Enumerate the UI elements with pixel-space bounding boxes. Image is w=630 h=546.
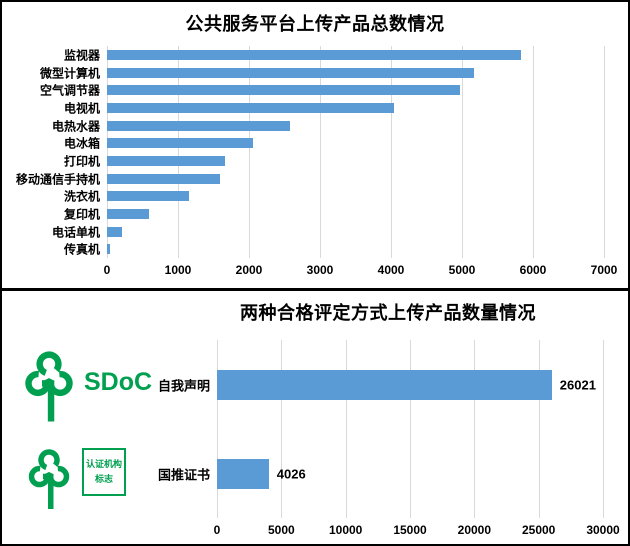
bar <box>107 173 220 184</box>
bar <box>107 138 254 149</box>
bar <box>107 155 225 166</box>
chart-title-assessment-methods: 两种合格评定方式上传产品数量情况 <box>240 303 536 323</box>
x-axis-tick-label: 0 <box>103 263 111 277</box>
gridline <box>107 46 108 258</box>
x-axis-tick-label: 5000 <box>267 523 295 537</box>
x-axis-tick-label: 0 <box>213 523 221 537</box>
bar <box>217 458 269 489</box>
gridline <box>249 46 250 258</box>
x-axis-tick-label: 7000 <box>590 263 618 277</box>
category-label: 传真机 <box>63 242 100 257</box>
category-label: 国推证书 <box>157 467 210 482</box>
bar <box>107 67 475 78</box>
bar <box>107 85 460 96</box>
chart-title-total-uploads: 公共服务平台上传产品总数情况 <box>185 14 445 34</box>
category-label: 空气调节器 <box>39 83 100 98</box>
gridline <box>533 46 534 258</box>
bar <box>107 244 110 255</box>
x-axis-tick-label: 25000 <box>521 523 556 537</box>
bar <box>107 102 394 113</box>
bar <box>107 208 149 219</box>
x-axis-tick-label: 6000 <box>519 263 547 277</box>
certification-body-mark-box: 认证机构 标志 <box>82 448 126 496</box>
gridline <box>217 340 218 518</box>
green-product-mark-icon <box>26 448 72 512</box>
panel-assessment-methods-chart: 两种合格评定方式上传产品数量情况 SDoC 认证机构 标志 0 5000 10000… <box>2 291 628 544</box>
bar-value-label: 26021 <box>559 377 596 392</box>
x-axis-tick-label: 20000 <box>457 523 492 537</box>
gridline <box>538 340 540 518</box>
x-axis-tick-label: 15000 <box>393 523 427 537</box>
cert-box-label-line1: 认证机构 <box>85 458 122 469</box>
category-label: 复印机 <box>63 207 100 222</box>
category-label: 监视器 <box>63 48 100 63</box>
category-label: 电冰箱 <box>63 136 100 151</box>
gridline <box>281 340 283 518</box>
category-label: 自我声明 <box>157 378 210 393</box>
sdoc-label: SDoC <box>84 368 153 396</box>
x-axis-tick-label: 5000 <box>448 263 476 277</box>
bar <box>107 120 291 131</box>
green-product-mark-icon <box>22 350 76 425</box>
bar <box>107 49 521 60</box>
category-label: 移动通信手持机 <box>15 172 100 186</box>
gridline <box>345 340 347 518</box>
gridline <box>391 46 392 258</box>
gridline <box>604 46 605 258</box>
total-uploads-bar-plot: 0 1000 2000 3000 4000 5000 6000 7000 监视器微型计算机空气调… <box>16 46 617 277</box>
gridline <box>178 46 179 258</box>
gridline <box>474 340 476 518</box>
panel-total-uploads-chart: 公共服务平台上传产品总数情况 0 1000 2000 3000 4000 5000 6000… <box>2 2 628 291</box>
x-axis-tick-label: 3000 <box>306 263 334 277</box>
x-axis-tick-label: 1000 <box>164 263 192 277</box>
x-axis-tick-label: 30000 <box>586 523 620 537</box>
category-label: 电视机 <box>63 101 100 116</box>
category-label: 微型计算机 <box>39 66 100 80</box>
gridline <box>603 340 604 518</box>
category-label: 打印机 <box>63 154 100 169</box>
gridline <box>410 340 411 518</box>
category-label: 电话单机 <box>51 225 100 239</box>
bar <box>107 191 190 202</box>
assessment-methods-bar-plot: 0 5000 10000 15000 20000 25000 30000 自我声明 26021 国… <box>158 340 620 537</box>
x-axis-tick-label: 4000 <box>377 263 405 277</box>
x-axis-tick-label: 10000 <box>328 523 363 537</box>
category-label: 电热水器 <box>51 119 100 133</box>
bar <box>217 369 552 400</box>
category-label: 洗衣机 <box>63 189 100 204</box>
bar <box>107 226 122 237</box>
cert-box-label-line2: 标志 <box>94 474 113 484</box>
bar-value-label: 4026 <box>276 466 306 481</box>
gridline <box>462 46 463 258</box>
x-axis-tick-label: 2000 <box>235 263 263 277</box>
gridline <box>320 46 321 258</box>
